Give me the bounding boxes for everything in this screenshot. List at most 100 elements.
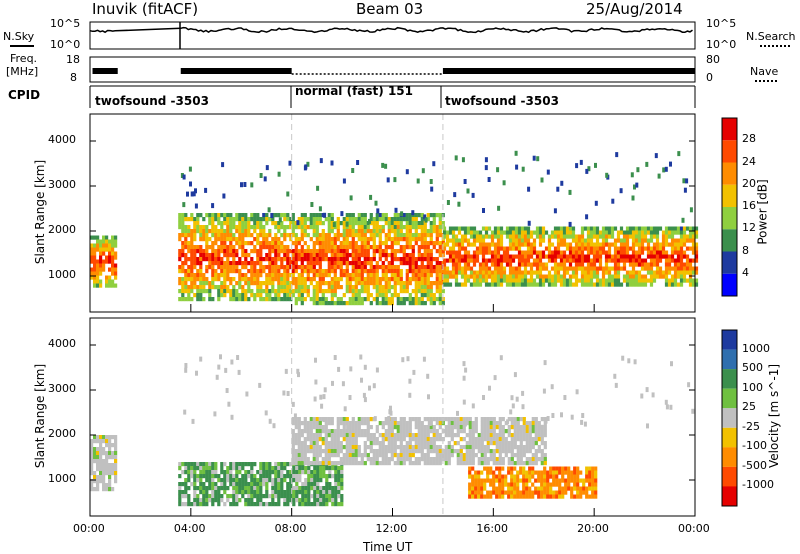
data-cell <box>366 289 370 294</box>
data-cell <box>280 221 284 226</box>
data-cell <box>318 265 322 270</box>
data-cell <box>396 277 400 282</box>
data-cell <box>306 449 310 454</box>
data-cell <box>396 269 400 274</box>
data-cell <box>522 437 526 442</box>
data-cell <box>243 182 247 187</box>
data-cell <box>604 278 609 283</box>
data-cell <box>402 257 406 262</box>
data-cell <box>280 245 284 250</box>
data-cell <box>342 217 346 222</box>
data-cell <box>411 269 415 274</box>
data-cell <box>658 242 663 247</box>
data-cell <box>591 494 595 499</box>
data-cell <box>297 257 301 262</box>
data-cell <box>546 486 550 491</box>
data-cell <box>187 233 191 238</box>
data-cell <box>220 482 224 487</box>
data-cell <box>268 265 272 270</box>
data-cell <box>393 277 397 282</box>
data-cell <box>301 470 305 475</box>
data-cell <box>402 433 406 438</box>
data-cell <box>691 266 696 271</box>
data-cell <box>378 253 382 258</box>
data-cell <box>250 466 254 471</box>
data-cell <box>405 253 409 258</box>
data-cell <box>309 441 313 446</box>
data-cell <box>586 278 591 283</box>
data-cell <box>580 230 585 235</box>
data-cell <box>205 470 209 475</box>
data-cell <box>396 265 400 270</box>
data-cell <box>244 257 248 262</box>
data-cell <box>504 441 508 446</box>
data-cell <box>297 241 301 246</box>
data-cell <box>277 273 281 278</box>
data-cell <box>552 478 556 483</box>
data-cell <box>682 226 687 231</box>
data-cell <box>345 229 349 234</box>
data-cell <box>327 421 331 426</box>
data-cell <box>538 234 543 239</box>
data-cell <box>309 225 313 230</box>
data-cell <box>354 285 358 290</box>
data-cell <box>202 470 206 475</box>
data-cell <box>429 285 433 290</box>
data-cell <box>664 258 669 263</box>
data-cell <box>514 230 519 235</box>
data-cell <box>532 258 537 263</box>
data-cell <box>628 254 633 259</box>
data-cell <box>691 230 696 235</box>
data-cell <box>402 421 406 426</box>
data-cell <box>235 486 239 491</box>
data-cell <box>369 433 373 438</box>
data-cell <box>649 266 654 271</box>
data-cell <box>178 281 182 286</box>
data-cell <box>559 282 564 287</box>
data-cell <box>547 246 552 251</box>
data-cell <box>360 429 364 434</box>
data-cell <box>221 162 225 168</box>
data-cell <box>420 421 424 426</box>
data-cell <box>457 238 462 243</box>
data-cell <box>229 221 233 226</box>
data-cell <box>423 437 427 442</box>
colorbar-swatch <box>722 447 737 467</box>
data-cell <box>360 301 364 306</box>
data-cell <box>438 261 442 266</box>
data-cell <box>289 217 293 222</box>
data-cell <box>541 238 546 243</box>
data-cell <box>214 241 218 246</box>
data-cell <box>223 470 227 475</box>
data-cell <box>262 213 266 218</box>
data-cell <box>217 253 221 258</box>
data-cell <box>181 494 185 499</box>
data-cell <box>229 281 233 286</box>
data-cell <box>304 470 308 475</box>
data-cell <box>298 490 302 495</box>
data-cell <box>303 285 307 290</box>
noise-tick-top-right: 10^5 <box>706 17 737 30</box>
data-cell <box>540 461 544 466</box>
data-cell <box>496 270 501 275</box>
data-cell <box>450 433 454 438</box>
data-cell <box>312 293 316 298</box>
data-cell <box>205 490 209 495</box>
data-cell <box>238 470 242 475</box>
data-cell <box>426 457 430 462</box>
data-cell <box>426 285 430 290</box>
data-cell <box>357 253 361 258</box>
data-cell <box>496 230 501 235</box>
data-cell <box>628 274 633 279</box>
data-cell <box>378 265 382 270</box>
data-cell <box>265 165 269 171</box>
data-cell <box>390 433 394 438</box>
data-cell <box>487 242 492 247</box>
data-cell <box>587 166 591 172</box>
data-cell <box>537 470 541 475</box>
data-cell <box>184 502 188 507</box>
data-cell <box>670 266 675 271</box>
data-cell <box>381 457 385 462</box>
data-cell <box>345 289 349 294</box>
data-cell <box>268 269 272 274</box>
